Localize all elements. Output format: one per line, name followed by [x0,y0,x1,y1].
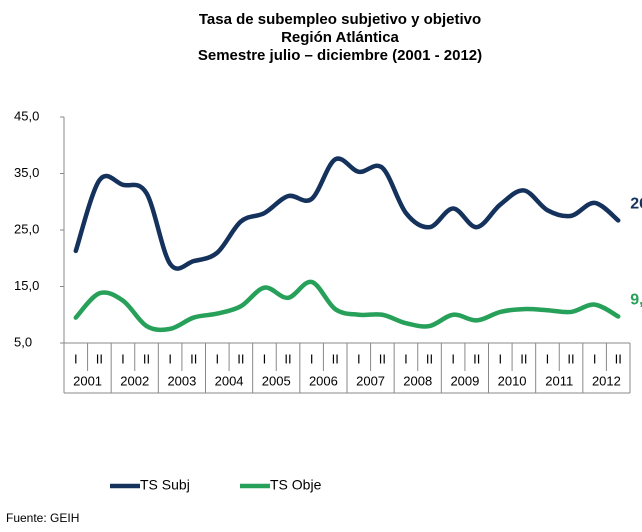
x-tick-label: I [404,351,408,366]
y-tick-label: 45,0 [14,108,39,123]
data-label: 9,7 [630,292,642,309]
y-tick-label: 15,0 [14,278,39,293]
series-line [73,156,621,271]
x-tick-label: I [546,351,550,366]
year-label: 2009 [450,373,479,388]
x-tick-label: I [357,351,361,366]
x-tick-label: I [263,351,267,366]
x-tick-label: I [498,351,502,366]
year-label: 2006 [309,373,338,388]
year-label: 2002 [120,373,149,388]
year-label: 2001 [73,373,102,388]
x-tick-label: II [237,351,244,366]
x-tick-label: I [593,351,597,366]
x-tick-label: II [190,351,197,366]
x-tick-label: I [74,351,78,366]
y-tick-label: 35,0 [14,165,39,180]
x-tick-label: I [121,351,125,366]
year-label: 2005 [262,373,291,388]
year-label: 2007 [356,373,385,388]
x-tick-label: I [168,351,172,366]
chart-title: Tasa de subempleo subjetivo y objetivo [199,11,481,28]
x-tick-label: II [567,351,574,366]
source-note: Fuente: GEIH [6,511,79,525]
series-line [73,279,621,333]
x-tick-label: II [473,351,480,366]
x-tick-label: II [143,351,150,366]
x-tick-label: II [520,351,527,366]
legend-label: TS Subj [140,477,190,493]
legend-label: TS Obje [270,477,322,493]
x-tick-label: I [215,351,219,366]
chart-title: Semestre julio – diciembre (2001 - 2012) [198,47,482,64]
chart-title: Región Atlántica [281,29,399,46]
x-tick-label: II [379,351,386,366]
year-label: 2004 [215,373,244,388]
y-tick-label: 5,0 [14,334,32,349]
y-tick-label: 25,0 [14,221,39,236]
year-label: 2010 [498,373,527,388]
x-tick-label: II [332,351,339,366]
x-tick-label: II [96,351,103,366]
x-tick-label: I [451,351,455,366]
data-label: 26,7 [630,196,642,213]
x-tick-label: I [310,351,314,366]
year-label: 2011 [545,373,573,388]
x-tick-label: II [284,351,291,366]
year-label: 2003 [167,373,196,388]
year-label: 2012 [592,373,621,388]
x-tick-label: II [615,351,622,366]
year-label: 2008 [403,373,432,388]
x-tick-label: II [426,351,433,366]
